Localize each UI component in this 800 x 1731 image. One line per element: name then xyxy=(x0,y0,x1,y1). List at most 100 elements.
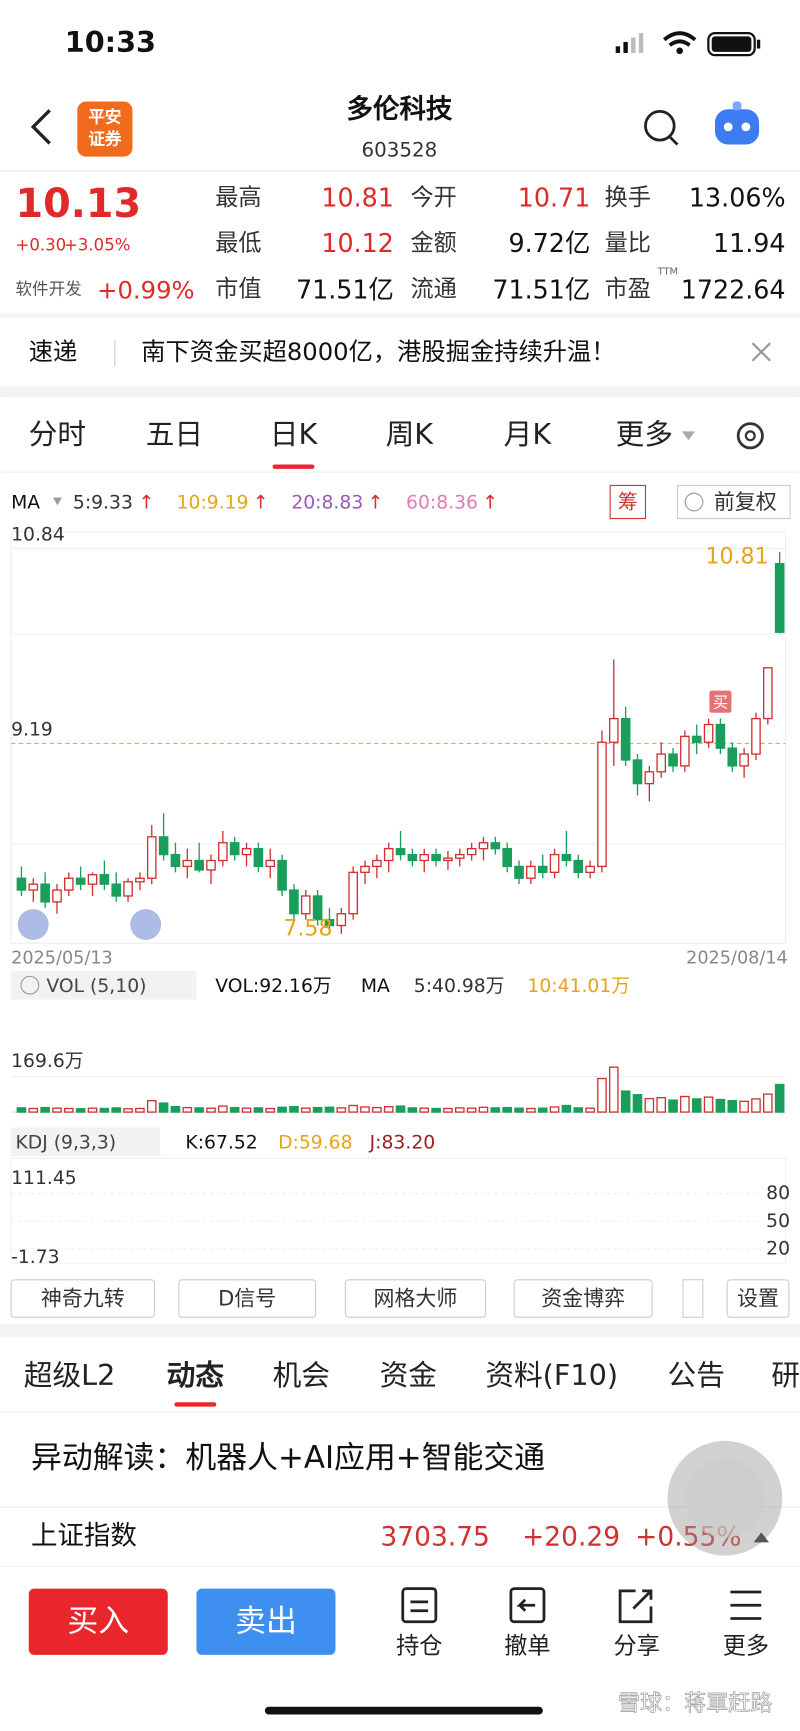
tool-button[interactable] xyxy=(513,1279,653,1318)
kdj-tick: 50 xyxy=(766,1211,790,1232)
candle-body xyxy=(419,853,430,862)
price-change-pct: +3.05% xyxy=(64,236,130,255)
volume-bar xyxy=(265,1107,276,1113)
candle-body xyxy=(383,848,394,862)
content-tab[interactable]: 超级L2 xyxy=(24,1358,116,1392)
content-tab[interactable]: 公告 xyxy=(668,1358,725,1392)
kdj-chart: K:67.52 D:59.68 J:83.20 111.45 -1.73 80 50 20 xyxy=(11,1132,790,1268)
content-tab[interactable]: 资金 xyxy=(380,1358,437,1392)
action-label[interactable]: 持仓 xyxy=(396,1634,442,1660)
chip-button[interactable] xyxy=(609,484,647,520)
content-tab[interactable]: 研 xyxy=(771,1358,800,1392)
tool-button[interactable] xyxy=(178,1279,317,1318)
volume-bar xyxy=(64,1107,74,1113)
buy-marker: 买 xyxy=(713,693,728,711)
tool-label: 神奇九转 xyxy=(41,1287,125,1311)
max-label: 10.81 xyxy=(706,544,769,569)
news-text[interactable]: 南下资金买超8000亿，港股掘金持续升温！ xyxy=(141,337,615,366)
candle-body xyxy=(40,883,50,903)
legend-box[interactable] xyxy=(11,970,197,1000)
candle-body xyxy=(668,753,678,767)
candle-body xyxy=(312,895,323,921)
volume-bar xyxy=(502,1106,512,1113)
close-news[interactable] xyxy=(751,342,771,362)
volume-bar xyxy=(395,1105,406,1113)
stat-label: 流通 xyxy=(410,277,456,303)
candle-body xyxy=(28,883,39,891)
settings-button[interactable] xyxy=(736,422,764,450)
volume-bar xyxy=(16,1107,27,1113)
volume-bar xyxy=(703,1096,714,1113)
period-tab[interactable]: 周K xyxy=(386,417,435,451)
content-tab[interactable]: 资料(F10) xyxy=(485,1358,618,1392)
floating-button-inner xyxy=(685,1458,765,1538)
search-button[interactable] xyxy=(644,110,679,146)
volume-bar xyxy=(218,1105,228,1113)
volume-bar xyxy=(206,1107,216,1113)
tool-row: 神奇九转 D信号 网格大师 资金博弈 设置 xyxy=(10,1279,790,1318)
volume-bar xyxy=(99,1107,110,1113)
candle-body xyxy=(454,853,465,859)
candle-body xyxy=(206,859,216,871)
candle-body xyxy=(16,877,27,891)
stat-value: 1722.64 xyxy=(681,274,786,304)
dropdown-icon[interactable] xyxy=(53,497,62,506)
content-tab[interactable]: 机会 xyxy=(273,1358,330,1392)
period-tab[interactable]: 日K xyxy=(270,417,319,451)
period-tab[interactable]: 更多 xyxy=(616,417,673,451)
nav-button[interactable] xyxy=(17,909,49,940)
buy-button[interactable] xyxy=(28,1588,168,1655)
sector: 软件开发 xyxy=(16,280,82,299)
tool-label: 网格大师 xyxy=(374,1287,458,1311)
candle-body xyxy=(87,874,98,885)
stat-value: 9.72亿 xyxy=(508,228,590,258)
volume-bar xyxy=(751,1098,761,1113)
volume-bar xyxy=(763,1093,773,1113)
expand-icon[interactable] xyxy=(753,1532,770,1543)
volume-bar xyxy=(372,1106,382,1113)
period-tabs: 分时 五日 日K 周K 月K 更多 xyxy=(29,417,696,469)
adjust-text: 前复权 xyxy=(714,490,777,514)
stat-label: 今开 xyxy=(410,185,456,211)
content-tab[interactable]: 动态 xyxy=(167,1358,225,1392)
sell-button[interactable] xyxy=(196,1588,336,1655)
stat-value: 13.06% xyxy=(689,183,786,213)
assistant-button[interactable] xyxy=(714,101,760,145)
adjust-button[interactable] xyxy=(676,484,791,520)
tool-label: 资金博弈 xyxy=(541,1287,625,1311)
candle-body xyxy=(549,853,560,873)
volume-bar xyxy=(277,1106,287,1113)
volume-bar xyxy=(466,1107,477,1113)
action-label[interactable]: 分享 xyxy=(613,1634,659,1660)
period-tab[interactable]: 月K xyxy=(504,417,553,451)
settings-button[interactable] xyxy=(726,1279,790,1318)
candle-body xyxy=(194,859,204,871)
y-tick-label: 9.19 xyxy=(11,720,53,741)
back-button[interactable] xyxy=(30,109,51,145)
volume-bar xyxy=(419,1107,430,1113)
tool-button[interactable] xyxy=(10,1279,156,1318)
period-tab[interactable]: 五日 xyxy=(146,417,203,451)
tool-button[interactable] xyxy=(682,1279,704,1318)
nav-button[interactable] xyxy=(130,909,162,940)
volume-bar xyxy=(182,1106,193,1113)
ma-arrow: ↑ xyxy=(253,493,269,514)
period-tab[interactable]: 分时 xyxy=(29,417,86,451)
headline[interactable]: 异动解读：机器人+AI应用+智能交通 xyxy=(31,1440,545,1476)
legend-box[interactable] xyxy=(11,1127,161,1157)
vol-ma-item: 10:41.01万 xyxy=(527,976,630,997)
volume-bar xyxy=(300,1107,311,1113)
action-label[interactable]: 撤单 xyxy=(504,1634,550,1660)
candle-body xyxy=(241,848,252,856)
volume-bar xyxy=(585,1107,595,1113)
vol-current: VOL:92.16万 xyxy=(215,976,331,997)
candle-body xyxy=(585,865,595,873)
action-label[interactable]: 更多 xyxy=(723,1634,769,1660)
price-change: +0.30 xyxy=(16,236,67,255)
volume-bar xyxy=(490,1107,501,1113)
candle-body xyxy=(502,848,512,868)
tool-button[interactable] xyxy=(344,1279,487,1318)
action-items: 持仓 撤单 分享 更多 xyxy=(396,1634,769,1660)
volume-bar xyxy=(573,1107,584,1113)
